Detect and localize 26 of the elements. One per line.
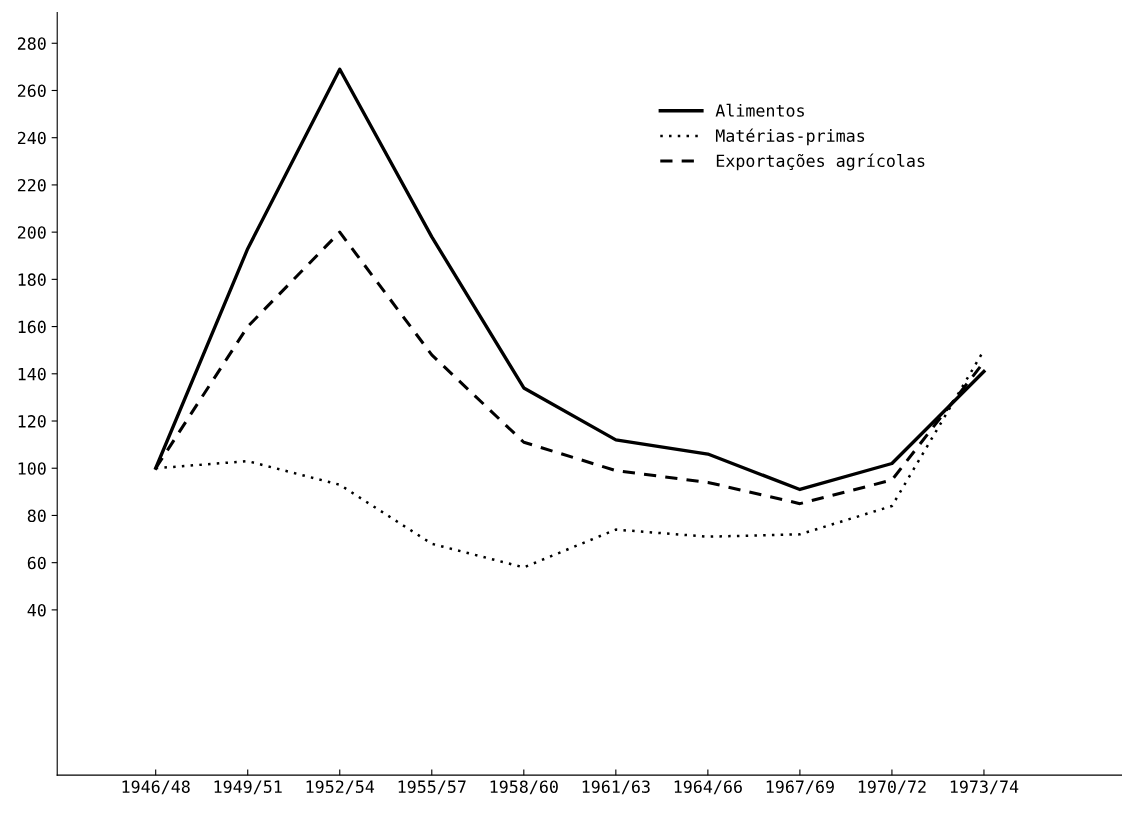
y-tick-label: 120 [18,415,46,428]
x-tick-label: 1970/72 [858,780,926,795]
x-tick-label: 1949/51 [214,780,282,795]
x-tick-label: 1955/57 [398,780,466,795]
x-tick-label: 1973/74 [950,780,1019,795]
x-tick-label: 1958/60 [490,780,558,795]
y-tick-label: 140 [18,367,46,381]
x-tick-label: 1961/63 [582,780,650,795]
y-tick-label: 180 [18,273,46,286]
y-tick-label: 240 [17,131,46,145]
x-tick-label: 1946/48 [122,780,190,795]
x-tick-label: 1964/66 [674,780,742,795]
y-tick-label: 260 [17,84,46,98]
y-tick-label: 220 [17,178,46,192]
y-tick-label: 280 [17,37,46,50]
y-tick-label: 80 [27,509,46,523]
legend-label: Matérias-primas [715,128,865,146]
legend-label: Exportações agrícolas [716,153,925,171]
y-tick-label: 40 [27,603,46,617]
legend-label: Alimentos [715,103,804,117]
x-tick-label: 1967/69 [766,780,834,795]
y-tick-label: 100 [18,462,46,475]
y-tick-label: 200 [17,226,46,239]
y-tick-label: 60 [27,556,46,570]
y-tick-label: 160 [18,320,46,334]
x-tick-label: 1952/54 [306,780,375,795]
